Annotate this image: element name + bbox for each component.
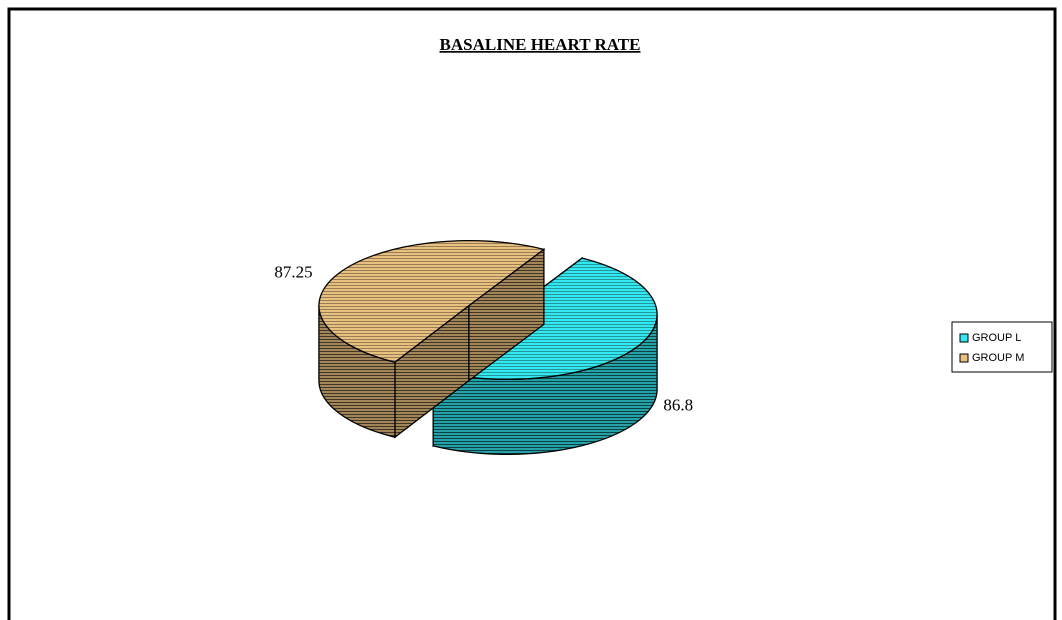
data-label: 86.8 xyxy=(663,396,693,415)
legend-box xyxy=(951,321,1053,373)
legend-label: GROUP L xyxy=(972,332,1021,344)
legend-swatch xyxy=(959,353,969,363)
pie-slice xyxy=(318,240,546,439)
data-label: 87.25 xyxy=(274,262,312,281)
frame xyxy=(7,7,1057,620)
legend-label: GROUP M xyxy=(972,352,1024,364)
chart-title: BASALINE HEART RATE xyxy=(440,35,641,54)
legend-swatch xyxy=(959,333,969,343)
slice-top xyxy=(318,240,546,363)
